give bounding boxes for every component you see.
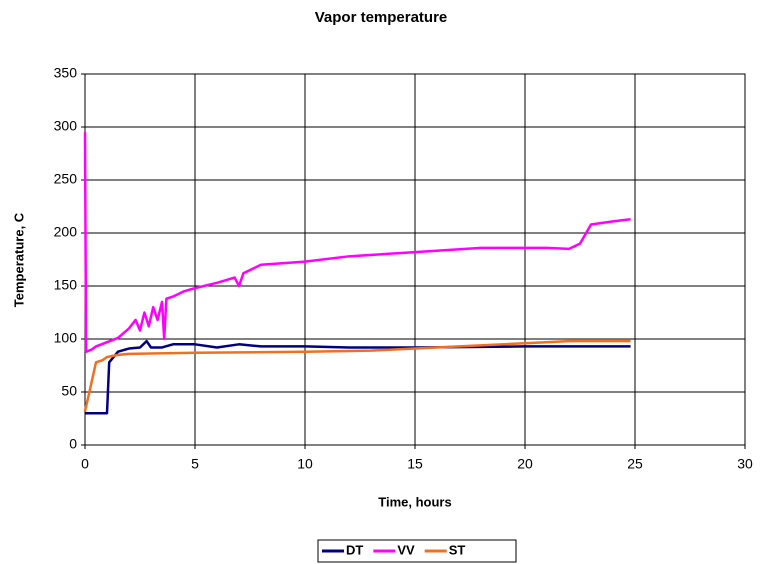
series-line — [83, 339, 631, 412]
y-tick-label: 50 — [61, 383, 77, 399]
chart-title: Vapor temperature — [315, 9, 448, 26]
legend-box — [317, 539, 517, 563]
x-tick-label: 15 — [407, 456, 423, 472]
x-tick-label: 25 — [627, 456, 643, 472]
x-tick-label: 5 — [191, 456, 199, 472]
y-tick-label: 300 — [54, 118, 78, 134]
x-tick-label: 30 — [737, 456, 753, 472]
legend-label: VV — [397, 542, 415, 557]
x-axis-title: Time, hours — [378, 494, 451, 509]
series-line — [85, 339, 631, 415]
legend-label: ST — [449, 542, 466, 557]
y-tick-label: 0 — [69, 436, 77, 452]
y-tick-label: 350 — [54, 65, 78, 81]
y-tick-label: 200 — [54, 224, 78, 240]
y-tick-label: 250 — [54, 171, 78, 187]
x-tick-label: 10 — [297, 456, 313, 472]
y-tick-label: 150 — [54, 277, 78, 293]
x-tick-label: 0 — [81, 456, 89, 472]
x-tick-label: 20 — [517, 456, 533, 472]
y-tick-label: 100 — [54, 330, 78, 346]
y-axis-title: Temperature, C — [11, 212, 26, 307]
series-line — [83, 132, 631, 353]
legend-label: DT — [346, 542, 363, 557]
